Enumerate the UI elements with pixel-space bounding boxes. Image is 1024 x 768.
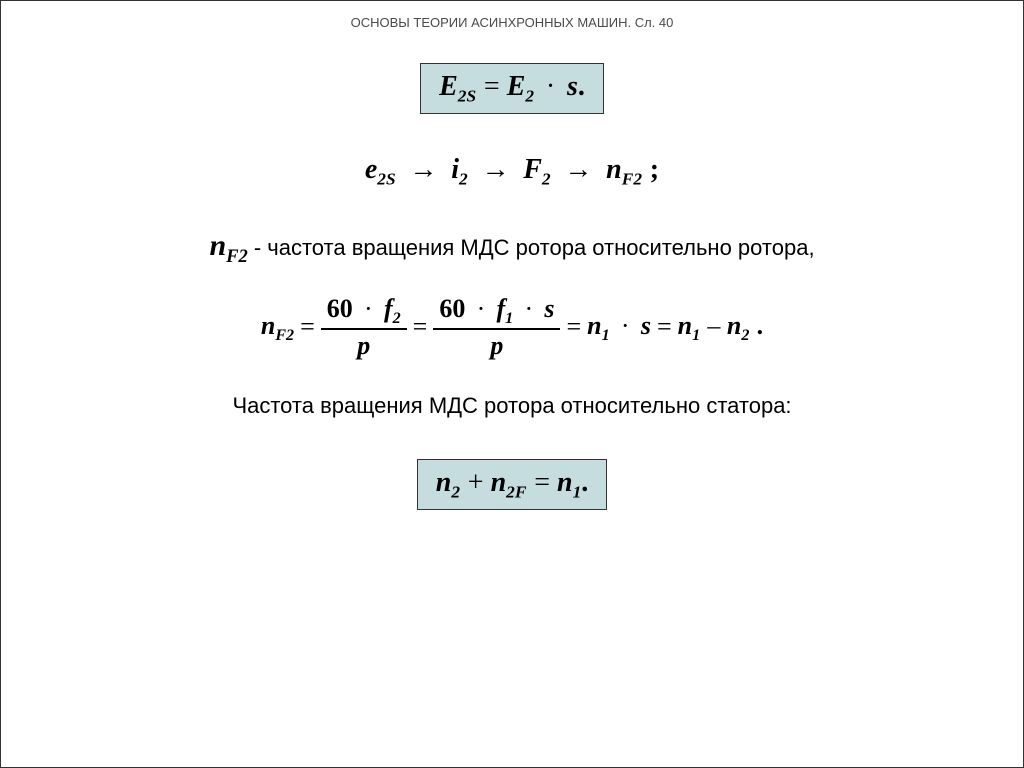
eq2-t3-base: F [523, 154, 542, 185]
eq3-f2-num-b-sub: 1 [505, 310, 513, 327]
eq2-t4-sub: F2 [622, 170, 642, 189]
equation-1-row: E2S = E2 · s. [1, 63, 1023, 114]
slide-header: ОСНОВЫ ТЕОРИИ АСИНХРОННЫХ МАШИН. Сл. 40 [1, 15, 1023, 30]
equation-1-box: E2S = E2 · s. [420, 63, 604, 114]
eq3-f2-num-c: s [544, 294, 554, 323]
eq3-terminator: . [757, 311, 764, 340]
eq4-c-sub: 1 [573, 483, 582, 502]
eq2-t3-sub: 2 [542, 170, 551, 189]
equation-3-row: nF2 = 60 · f2 p = 60 · f1 · s [1, 293, 1023, 361]
eq1-factor: s [567, 71, 578, 102]
slide-frame: ОСНОВЫ ТЕОРИИ АСИНХРОННЫХ МАШИН. Сл. 40 … [0, 0, 1024, 768]
multiply-dot: · [617, 311, 634, 340]
equals-sign: = [484, 71, 507, 102]
eq3-f2-num-b-base: f [496, 294, 505, 323]
eq1-lhs-base: E [439, 71, 458, 102]
eq3-rhs2b-sub: 2 [741, 327, 749, 344]
line1-lead-base: n [209, 229, 226, 262]
multiply-dot: · [473, 294, 490, 323]
eq3-f1-num-b-sub: 2 [393, 310, 401, 327]
eq3-frac1: 60 · f2 p [321, 293, 407, 361]
eq3-rhs2a-base: n [678, 311, 692, 340]
eq2-terminator: ; [650, 154, 659, 185]
equation-2-row: e2S → i2 → F2 → nF2 ; [1, 153, 1023, 190]
eq3-f1-den: p [357, 331, 370, 360]
arrow-icon: → [403, 154, 443, 185]
eq3-rhs1-sub: 1 [602, 327, 610, 344]
eq3-f2-num-a: 60 [439, 294, 465, 323]
eq3-f2-den: p [490, 331, 503, 360]
multiply-dot: · [360, 294, 377, 323]
eq3-rhs1-base: n [587, 311, 601, 340]
equation-4-box: n2 + n2F = n1. [417, 459, 608, 510]
eq4-terminator: . [581, 467, 588, 498]
line1-text: - частота вращения МДС ротора относитель… [254, 235, 815, 261]
eq2-t1-sub: 2S [377, 170, 395, 189]
eq3-lhs-base: n [261, 311, 275, 340]
line2-text: Частота вращения МДС ротора относительно… [232, 393, 791, 418]
eq1-terminator: . [578, 71, 585, 102]
equals-sign: = [534, 467, 557, 498]
eq3-f1-num-b-base: f [384, 294, 393, 323]
eq4-a-sub: 2 [451, 483, 460, 502]
eq3-f1-num-a: 60 [327, 294, 353, 323]
equals-sign: = [657, 312, 672, 342]
arrow-icon: → [475, 154, 515, 185]
eq3-frac2: 60 · f1 · s p [433, 293, 560, 361]
equals-sign: = [566, 312, 581, 342]
equals-sign: = [300, 312, 315, 342]
eq2-t1-base: e [365, 154, 377, 185]
minus-sign: – [707, 311, 727, 340]
eq2-t4-base: n [606, 154, 622, 185]
equation-4-row: n2 + n2F = n1. [1, 459, 1023, 510]
eq3-rhs2a-sub: 1 [692, 327, 700, 344]
arrow-icon: → [558, 154, 598, 185]
eq4-b-sub: 2F [506, 483, 526, 502]
line1-lead-sub: F2 [226, 246, 248, 267]
eq1-rhs-sub: 2 [525, 87, 534, 106]
eq2-t2-base: i [451, 154, 459, 185]
eq4-a-base: n [436, 467, 452, 498]
eq1-rhs-base: E [507, 71, 526, 102]
multiply-dot: · [542, 71, 559, 102]
eq3-lhs-sub: F2 [275, 327, 294, 344]
eq2-t2-sub: 2 [459, 170, 468, 189]
description-2-row: Частота вращения МДС ротора относительно… [1, 393, 1023, 419]
eq3-rhs2b-base: n [727, 311, 741, 340]
eq3-rhs1-factor: s [641, 311, 651, 340]
eq4-b-base: n [491, 467, 507, 498]
multiply-dot: · [520, 294, 537, 323]
plus-sign: + [468, 467, 491, 498]
eq1-lhs-sub: 2S [458, 87, 476, 106]
equals-sign: = [413, 312, 428, 342]
description-1-row: nF2 - частота вращения МДС ротора относи… [1, 229, 1023, 268]
eq4-c-base: n [557, 467, 573, 498]
